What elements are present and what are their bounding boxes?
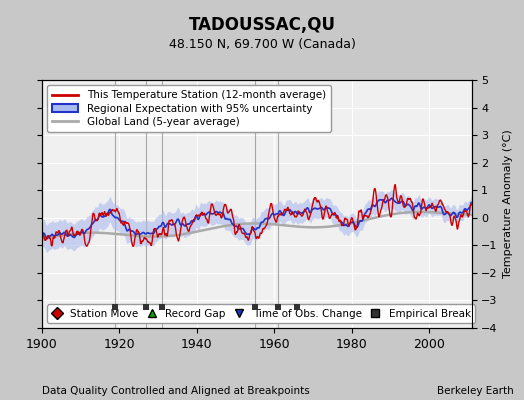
Y-axis label: Temperature Anomaly (°C): Temperature Anomaly (°C) (504, 130, 514, 278)
Text: 48.150 N, 69.700 W (Canada): 48.150 N, 69.700 W (Canada) (169, 38, 355, 51)
Text: Data Quality Controlled and Aligned at Breakpoints: Data Quality Controlled and Aligned at B… (42, 386, 310, 396)
Legend: Station Move, Record Gap, Time of Obs. Change, Empirical Break: Station Move, Record Gap, Time of Obs. C… (47, 304, 475, 323)
Text: TADOUSSAC,QU: TADOUSSAC,QU (189, 16, 335, 34)
Text: Berkeley Earth: Berkeley Earth (437, 386, 514, 396)
